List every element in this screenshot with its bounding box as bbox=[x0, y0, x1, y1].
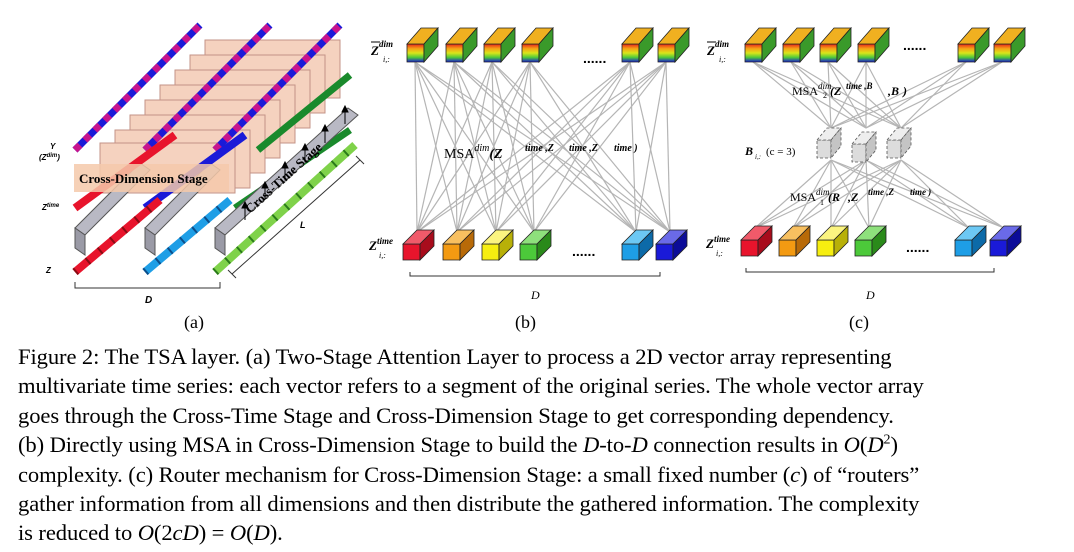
panel-b-top-vector bbox=[657, 26, 690, 64]
panel-a: Cross-Dimension Stage Cross-Time Stage D… bbox=[39, 22, 365, 333]
caption-line-2: multivariate time series: each vector re… bbox=[18, 373, 924, 399]
panel-b-bottom-sub: i,: bbox=[379, 251, 386, 260]
panel-c-msa2-args4: ) bbox=[902, 84, 907, 98]
panel-c-msa1-sub: 1 bbox=[820, 198, 824, 207]
panel-c-router-label: B bbox=[744, 144, 753, 158]
caption-line-3: goes through the Cross-Time Stage and Cr… bbox=[18, 402, 894, 428]
panel-b-top-vector bbox=[621, 26, 654, 64]
panel-c-router-sub: i,: bbox=[755, 153, 761, 161]
panel-c-router-count: (c = 3) bbox=[766, 146, 796, 158]
y-label: Y bbox=[50, 142, 56, 151]
panel-b-top-vector bbox=[445, 26, 478, 64]
panel-b-bottom-vector bbox=[655, 229, 688, 261]
panel-c-bottom-vector bbox=[816, 225, 849, 257]
caption-line-7: is reduced to O(2cD) = O(D). bbox=[18, 520, 283, 546]
panel-c-msa1-label: MSAdim bbox=[790, 187, 830, 204]
z-rows bbox=[72, 142, 358, 276]
panel-b-top-sub: i,: bbox=[383, 55, 390, 64]
panel-b-bottom-vectors bbox=[402, 229, 688, 261]
panel-c-top-vector bbox=[819, 26, 852, 64]
panel-c-top-vector bbox=[957, 26, 990, 64]
panel-c-bottom-vectors bbox=[740, 225, 1022, 257]
z-time-label: Ztime bbox=[41, 203, 60, 212]
panel-c-msa2-sub: 2 bbox=[823, 91, 827, 100]
panel-c-bottom-vector bbox=[854, 225, 887, 257]
panel-b-msa-label: MSAdim(Z bbox=[444, 143, 503, 162]
panel-c-top-label: Zdim bbox=[706, 39, 729, 58]
panel-b-top-vector bbox=[406, 26, 439, 64]
panel-c-connections bbox=[752, 61, 1005, 229]
cross-dimension-stage-label: Cross-Dimension Stage bbox=[79, 171, 208, 186]
panel-b-bottom-vector bbox=[621, 229, 654, 261]
panel-b-bottom-vector bbox=[402, 229, 435, 261]
caption-line-5: complexity. (c) Router mechanism for Cro… bbox=[18, 461, 920, 487]
panel-c-router-vector bbox=[886, 126, 912, 160]
figure-2-diagram: Cross-Dimension Stage Cross-Time Stage D… bbox=[39, 22, 1026, 333]
panel-c-msa2-args3: ,B bbox=[887, 84, 899, 98]
panel-c-bottom-vector bbox=[740, 225, 773, 257]
y-layer-rows bbox=[72, 22, 353, 211]
panel-b-bottom-vector bbox=[442, 229, 475, 261]
panel-c-msa2-label: MSAdim bbox=[792, 81, 832, 98]
panel-c-caption-label: (c) bbox=[849, 312, 869, 333]
panel-a-l-label: L bbox=[300, 220, 306, 230]
panel-c-top-vectors bbox=[744, 26, 1026, 64]
panel-c-router-vector bbox=[816, 126, 842, 160]
panel-b-bottom-vector bbox=[481, 229, 514, 261]
panel-c-top-dots: ...... bbox=[903, 37, 926, 53]
panel-c-bottom-dots: ...... bbox=[906, 239, 929, 255]
panel-a-d-label: D bbox=[145, 295, 152, 306]
caption-line-4: (b) Directly using MSA in Cross-Dimensio… bbox=[18, 432, 898, 458]
panel-c-d-label: D bbox=[865, 288, 875, 302]
caption-line-6: gather information from all dimensions a… bbox=[18, 491, 920, 517]
panel-c-top-vector bbox=[744, 26, 777, 64]
panel-a-caption-label: (a) bbox=[184, 312, 204, 333]
panel-b-d-label: D bbox=[530, 288, 540, 302]
upward-arrows bbox=[241, 104, 349, 220]
panel-c-top-vector bbox=[993, 26, 1026, 64]
panel-c-bottom-vector bbox=[778, 225, 811, 257]
panel-c-msa2-args: (Z bbox=[830, 84, 842, 98]
caption-line-1: Figure 2: The TSA layer. (a) Two-Stage A… bbox=[18, 344, 892, 369]
panel-c-bottom-sub: i,: bbox=[716, 249, 723, 258]
panel-c-msa2-args2: time ,B bbox=[846, 81, 873, 91]
panel-c-bottom-vector bbox=[954, 225, 987, 257]
panel-c-bottom-vector bbox=[989, 225, 1022, 257]
panel-c-top-vector bbox=[782, 26, 815, 64]
figure-caption: Figure 2: The TSA layer. (a) Two-Stage A… bbox=[18, 342, 1058, 548]
panel-c-msa1-args4: time ) bbox=[910, 187, 931, 197]
panel-b-top-vector bbox=[521, 26, 554, 64]
panel-b-msa-args-rest: time ,Z bbox=[525, 143, 554, 154]
panel-b-msa-args-rest2: time ,Z bbox=[569, 143, 598, 154]
panel-c-msa1-args2: ,Z bbox=[847, 190, 859, 204]
panel-b-top-label: Zdim bbox=[370, 39, 393, 58]
panel-b-caption-label: (b) bbox=[515, 312, 536, 333]
panel-b-bottom-label: Ztime bbox=[368, 236, 393, 253]
panel-b-top-vectors bbox=[406, 26, 690, 64]
y-sub-label: (Zdim) bbox=[39, 153, 60, 162]
panel-b-msa-args-rest3: time ) bbox=[614, 143, 638, 154]
panel-c-msa1-args: (R bbox=[828, 190, 840, 204]
panel-c-msa1-args3: time ,Z bbox=[868, 187, 894, 197]
panel-b-bottom-vector bbox=[519, 229, 552, 261]
panel-c-top-vector bbox=[857, 26, 890, 64]
panel-b-connections bbox=[414, 61, 671, 233]
panel-c-routers bbox=[816, 126, 912, 164]
z-label: Z bbox=[45, 266, 52, 275]
panel-b-top-dots: ...... bbox=[583, 50, 606, 66]
panel-c-top-sub: i,: bbox=[719, 55, 726, 64]
panel-c: Zdim i,: Ztime i,: MSAdim 2 (Z time ,B ,… bbox=[705, 26, 1026, 333]
panel-c-bottom-label: Ztime bbox=[705, 234, 730, 251]
panel-b-bottom-dots: ...... bbox=[572, 243, 595, 259]
panel-b-top-vector bbox=[483, 26, 516, 64]
panel-c-router-vector bbox=[851, 130, 877, 164]
panel-b: Zdim i,: Ztime i,: MSAdim(Z time ,Z time… bbox=[368, 26, 690, 333]
